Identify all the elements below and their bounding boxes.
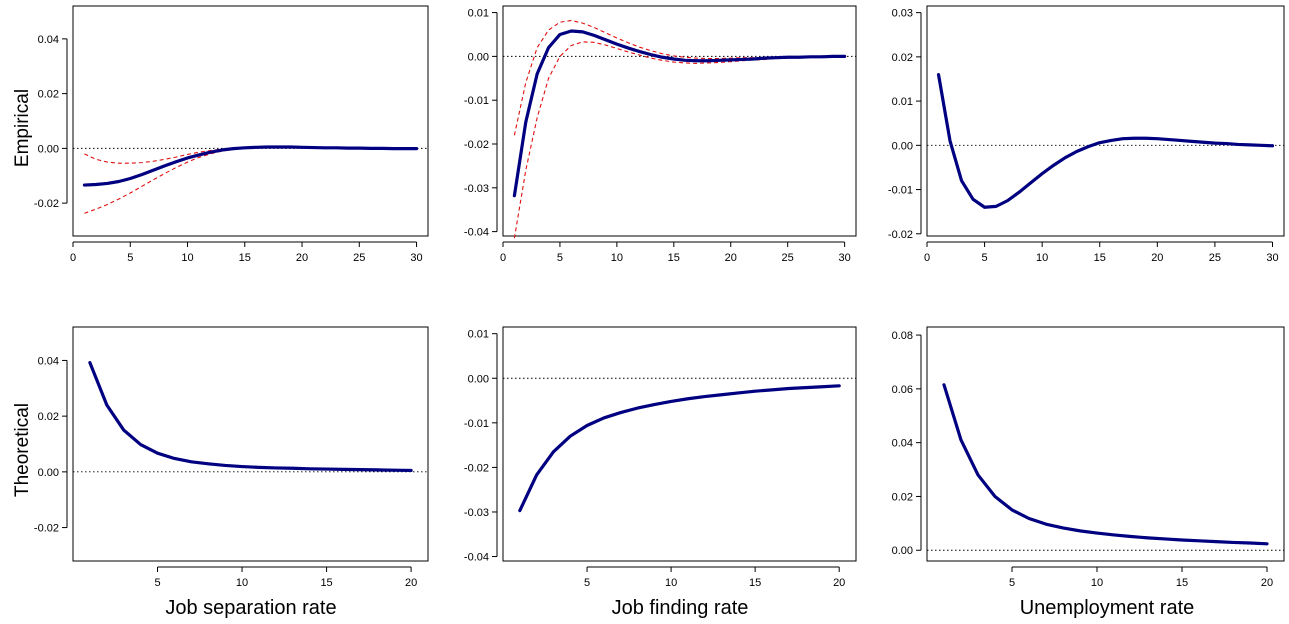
y-tick-label: -0.02 — [464, 462, 489, 474]
estimate-line — [942, 383, 1269, 546]
column-label-job-separation-rate: Job separation rate — [165, 597, 336, 619]
y-tick-label: -0.02 — [34, 198, 59, 210]
confidence-band-upper — [513, 19, 845, 136]
x-tick-label: 10 — [236, 577, 248, 589]
y-tick-label: 0.04 — [892, 438, 913, 450]
panel-2: 0 5 10 15 20 25 30 -0.04 -0.03 -0.02 -0.01 0.00 0.01 — [464, 5, 857, 264]
y-tick-label: -0.04 — [464, 227, 489, 239]
y-tick-label: 0.02 — [38, 89, 59, 101]
x-tick-label: 25 — [353, 252, 365, 264]
estimate-line — [512, 29, 847, 198]
column-label-job-finding-rate: Job finding rate — [612, 597, 749, 619]
plot-frame — [502, 326, 857, 562]
x-tick-label: 5 — [557, 252, 563, 264]
row-label-empirical: Empirical — [12, 89, 33, 167]
confidence-band-lower — [84, 147, 417, 214]
x-tick-label: 15 — [239, 252, 251, 264]
y-tick-label: 0.02 — [892, 52, 913, 64]
y-tick-label: -0.02 — [464, 139, 489, 151]
x-tick-label: 10 — [1036, 252, 1048, 264]
x-tick-label: 30 — [410, 252, 422, 264]
x-tick-label: 20 — [1261, 577, 1273, 589]
x-tick-label: 15 — [668, 252, 680, 264]
x-tick-label: 10 — [611, 252, 623, 264]
panel-4: 5 10 15 20 -0.02 0.00 0.02 0.04 — [34, 326, 429, 589]
x-tick-label: 30 — [1266, 252, 1278, 264]
x-tick-label: 25 — [782, 252, 794, 264]
y-tick-label: -0.01 — [464, 95, 489, 107]
plot-frame — [72, 326, 429, 562]
confidence-band-lower — [513, 41, 845, 239]
row-label-theoretical: Theoretical — [12, 403, 33, 497]
x-tick-label: 5 — [1009, 577, 1015, 589]
plot-frame — [926, 326, 1285, 562]
x-tick-label: 0 — [70, 252, 76, 264]
y-tick-label: -0.02 — [34, 523, 59, 535]
column-label-unemployment-rate: Unemployment rate — [1020, 597, 1195, 619]
y-tick-label: 0.08 — [892, 330, 913, 342]
x-tick-label: 10 — [181, 252, 193, 264]
panel-1: 0 5 10 15 20 25 30 -0.02 0.00 0.02 0.04 — [34, 5, 429, 264]
x-tick-label: 20 — [1151, 252, 1163, 264]
x-tick-label: 5 — [584, 577, 590, 589]
estimate-line — [88, 361, 413, 473]
x-tick-label: 5 — [982, 252, 988, 264]
y-tick-label: 0.04 — [38, 34, 59, 46]
y-tick-label: 0.01 — [892, 96, 913, 108]
x-tick-label: 5 — [127, 252, 133, 264]
y-tick-label: 0.01 — [468, 8, 489, 20]
panel-3: 0 5 10 15 20 25 30 -0.02 -0.01 0.00 0.01 0.02 0.03 — [888, 5, 1285, 264]
y-tick-label: 0.00 — [892, 140, 913, 152]
estimate-line — [936, 72, 1275, 209]
x-tick-label: 20 — [725, 252, 737, 264]
x-tick-label: 15 — [1176, 577, 1188, 589]
x-tick-label: 20 — [833, 577, 845, 589]
y-tick-label: 0.00 — [468, 373, 489, 385]
x-tick-label: 30 — [838, 252, 850, 264]
plot-frame — [926, 5, 1285, 237]
x-tick-label: 25 — [1209, 252, 1221, 264]
y-tick-label: 0.03 — [892, 8, 913, 20]
y-tick-label: 0.04 — [38, 355, 59, 367]
x-tick-label: 5 — [154, 577, 160, 589]
y-tick-label: 0.02 — [892, 491, 913, 503]
x-tick-label: 0 — [500, 252, 506, 264]
plot-frame — [72, 5, 429, 237]
x-tick-label: 15 — [320, 577, 332, 589]
y-tick-label: -0.03 — [464, 183, 489, 195]
x-tick-label: 20 — [296, 252, 308, 264]
y-tick-label: 0.06 — [892, 384, 913, 396]
x-tick-label: 10 — [1091, 577, 1103, 589]
y-tick-label: -0.03 — [464, 507, 489, 519]
y-tick-label: -0.01 — [464, 418, 489, 430]
y-tick-label: 0.00 — [38, 143, 59, 155]
x-tick-label: 15 — [749, 577, 761, 589]
y-tick-label: 0.00 — [38, 467, 59, 479]
x-tick-label: 0 — [924, 252, 930, 264]
estimate-line — [82, 145, 419, 187]
y-tick-label: 0.01 — [468, 329, 489, 341]
panel-5: 5 10 15 20 -0.04 -0.03 -0.02 -0.01 0.00 0.01 — [464, 326, 857, 589]
plot-frame — [502, 5, 857, 237]
y-tick-label: -0.01 — [888, 185, 913, 197]
estimate-line — [518, 384, 841, 513]
x-tick-label: 15 — [1094, 252, 1106, 264]
x-tick-label: 10 — [665, 577, 677, 589]
y-tick-label: 0.00 — [468, 51, 489, 63]
y-tick-label: -0.02 — [888, 229, 913, 241]
panel-6: 5 10 15 20 0.00 0.02 0.04 0.06 0.08 — [892, 326, 1285, 589]
x-tick-label: 20 — [405, 577, 417, 589]
y-tick-label: 0.02 — [38, 411, 59, 423]
y-tick-label: -0.04 — [464, 552, 489, 564]
y-tick-label: 0.00 — [892, 545, 913, 557]
